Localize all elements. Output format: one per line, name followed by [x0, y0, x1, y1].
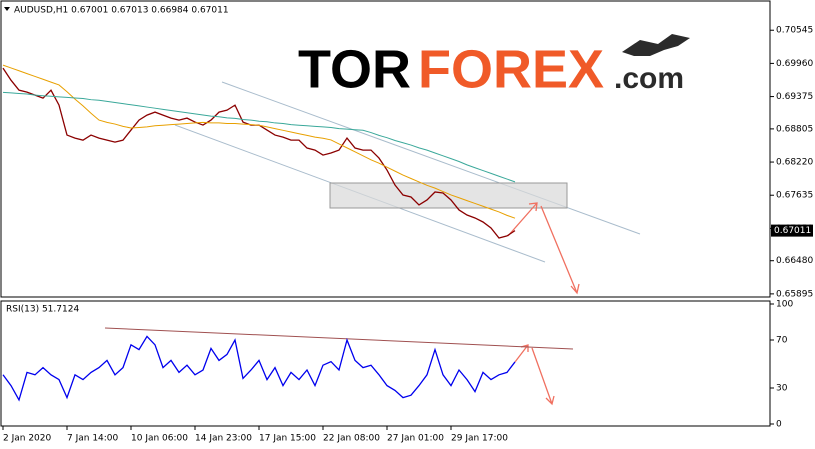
moving-average [2, 91, 516, 183]
y-tick-label: 0.69960 [776, 59, 813, 69]
rsi-title: RSI(13) 51.7124 [6, 305, 79, 315]
resistance-zone [329, 182, 568, 209]
moving-average [2, 64, 516, 219]
chart-title: AUDUSD,H1 0.67001 0.67013 0.66984 0.6701… [14, 6, 229, 16]
x-tick-label: 17 Jan 15:00 [259, 434, 316, 444]
rsi-line [2, 335, 516, 402]
x-tick-label: 22 Jan 08:00 [323, 434, 380, 444]
y-tick-label: 0.70545 [776, 26, 813, 36]
y-tick-label: 0.69375 [776, 92, 813, 102]
logo-suffix: .com [614, 62, 684, 95]
rsi-trendline [104, 327, 574, 350]
rsi-panel [0, 300, 771, 427]
x-tick-label: 29 Jan 17:00 [451, 434, 508, 444]
x-tick-label: 14 Jan 23:00 [195, 434, 252, 444]
y-tick-label: 0.68220 [776, 158, 813, 168]
y-tick-label: 30 [776, 384, 788, 394]
y-tick-label: 100 [776, 300, 793, 310]
x-tick-label: 7 Jan 14:00 [67, 434, 119, 444]
y-tick-label: 0.67635 [776, 191, 813, 201]
y-tick-label: 0.65895 [776, 289, 813, 299]
x-tick-label: 27 Jan 01:00 [387, 434, 444, 444]
x-tick-label: 2 Jan 2020 [3, 434, 51, 444]
logo-bull [622, 34, 690, 56]
channel-upper [221, 81, 641, 235]
y-tick-label: 70 [776, 336, 788, 346]
y-tick-label: 0.68805 [776, 124, 813, 134]
y-tick-label: 0 [776, 420, 782, 430]
logo-dark: TOR [298, 39, 411, 99]
menu-icon[interactable] [4, 7, 10, 11]
forecast-arrows [507, 202, 580, 406]
current-price-box [771, 224, 813, 237]
price-panel [0, 0, 771, 298]
logo-accent: FOREX [418, 39, 604, 99]
x-tick-label: 10 Jan 06:00 [131, 434, 188, 444]
y-tick-label: 0.66480 [776, 256, 813, 266]
current-price-label: 0.67011 [774, 226, 811, 236]
